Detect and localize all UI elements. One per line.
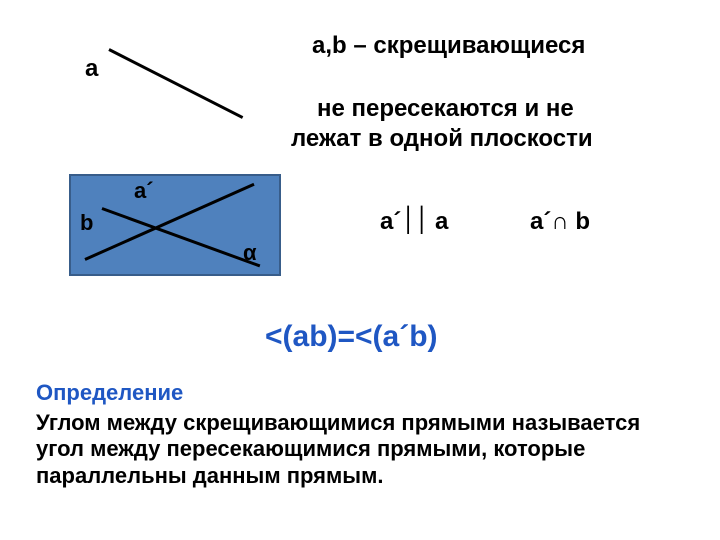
definition-title: Определение	[36, 380, 183, 406]
angle-formula: <(ab)=<(a´b)	[265, 320, 438, 354]
plane-alpha-label: α	[243, 240, 257, 266]
relation-a-parallel: a´׀׀ a	[380, 208, 448, 236]
line-a-prime-label: а´	[134, 178, 154, 204]
definition-body: Углом между скрещивающимися прямыми назы…	[36, 410, 686, 489]
relation-a-intersect-b: a´∩ b	[530, 208, 590, 236]
line-b-label: b	[80, 210, 93, 236]
